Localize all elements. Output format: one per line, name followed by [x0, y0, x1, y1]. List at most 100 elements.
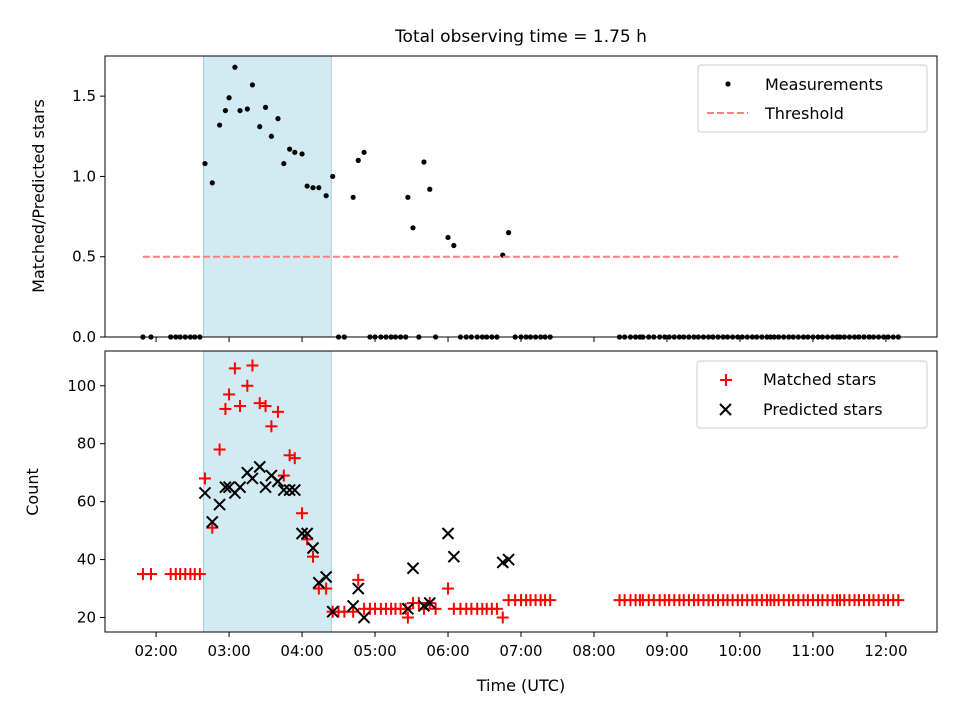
- matched-star-point: [307, 550, 319, 563]
- matched-star-point: [283, 449, 296, 462]
- legend-predicted-marker: [719, 403, 732, 416]
- top-legend-box: [697, 64, 928, 133]
- matched-star-point: [277, 469, 290, 482]
- matched-star-point: [412, 597, 425, 610]
- top-y-tick-label: 0.0: [72, 328, 96, 346]
- matched-star-point: [234, 400, 247, 413]
- predicted-star-point: [271, 475, 285, 488]
- measurement-point: [316, 185, 322, 191]
- predicted-star-point: [326, 605, 339, 618]
- measurement-point: [249, 82, 256, 88]
- measurement-point: [268, 133, 274, 139]
- predicted-star-point: [288, 483, 301, 497]
- matched-star-point: [271, 405, 284, 418]
- matched-star-point: [259, 400, 272, 413]
- measurement-point: [445, 234, 451, 241]
- legend-measurements-marker: [725, 81, 731, 87]
- bot-x-tick-label: 05:00: [353, 642, 396, 660]
- predicted-star-point: [406, 562, 420, 575]
- matched-star-point: [144, 568, 157, 581]
- predicted-star-point: [357, 611, 371, 624]
- matched-star-point: [320, 582, 333, 595]
- bot-x-tick-label: 08:00: [572, 642, 615, 660]
- matched-star-point: [442, 582, 455, 595]
- bot-x-tick-label: 07:00: [499, 642, 542, 660]
- measurement-point: [226, 95, 232, 101]
- measurement-point: [262, 104, 269, 110]
- bottom-x-axis: 02:00 03:00 04:00 05:00 06:00 07:00 08:00 09:00…: [134, 632, 908, 660]
- matched-star-point: [223, 388, 236, 401]
- measurement-point: [410, 225, 416, 231]
- measurement-point: [216, 122, 223, 128]
- measurement-point: [355, 157, 361, 163]
- figure-title: Total observing time = 1.75 h: [394, 27, 647, 47]
- matched-star-point: [544, 594, 557, 607]
- measurement-point: [304, 183, 310, 189]
- matched-star-point: [288, 452, 301, 465]
- matched-star-point: [347, 605, 360, 618]
- matched-star-point: [296, 507, 309, 520]
- measurement-point: [292, 149, 298, 155]
- matched-star-point: [352, 573, 365, 586]
- bot-x-tick-label: 12:00: [864, 642, 907, 660]
- measurement-point: [244, 106, 250, 112]
- top-y-axis-label: Matched/Predicted stars: [29, 99, 48, 293]
- bot-x-tick-label: 04:00: [280, 642, 323, 660]
- measurement-point: [202, 160, 208, 167]
- measurement-point: [361, 149, 367, 155]
- predicted-star-point: [246, 472, 259, 485]
- top-panel: 0.0 0.5 1.0 1.5 Matched/Predicted stars Mea…: [29, 55, 938, 346]
- matched-star-point: [496, 611, 509, 624]
- bot-x-tick-label: 06:00: [426, 642, 469, 660]
- matched-star-point: [193, 568, 206, 581]
- matched-star-point: [198, 472, 211, 485]
- top-y-tick-label: 1.0: [72, 167, 96, 185]
- predicted-star-point: [233, 480, 247, 494]
- measurement-point: [222, 107, 229, 114]
- measurement-point: [299, 151, 305, 157]
- matched-star-point: [490, 602, 503, 615]
- top-x-axis: [155, 337, 887, 342]
- measurement-point: [287, 146, 293, 152]
- measurement-point: [330, 173, 336, 180]
- matched-star-point: [429, 602, 442, 615]
- predicted-star-point: [213, 498, 226, 511]
- measurement-point: [281, 160, 287, 167]
- measurement-point: [237, 107, 243, 114]
- legend-measurements-label: Measurements: [765, 75, 883, 94]
- bot-y-tick-label: 60: [77, 493, 96, 511]
- matched-star-point: [241, 379, 254, 392]
- measurement-point: [275, 116, 281, 122]
- bottom-legend-box: [696, 360, 928, 429]
- bot-x-tick-label: 10:00: [718, 642, 761, 660]
- bottom-highlight-span: [203, 350, 332, 633]
- measurement-point: [323, 193, 329, 199]
- bot-y-tick-label: 20: [77, 609, 96, 627]
- predicted-star-point: [423, 596, 436, 610]
- top-y-tick-label: 1.5: [72, 87, 96, 105]
- top-y-tick-label: 0.5: [72, 248, 96, 266]
- predicted-star-point: [312, 576, 326, 589]
- measurement-point: [257, 124, 263, 130]
- legend-matched-marker: [720, 374, 732, 386]
- bottom-y-axis-label: Count: [23, 468, 42, 516]
- predicted-star-point: [219, 480, 232, 494]
- bot-y-tick-label: 80: [77, 435, 96, 453]
- bot-x-tick-label: 11:00: [791, 642, 834, 660]
- bottom-plot-marks: [136, 359, 905, 624]
- predicted-star-point: [502, 553, 515, 566]
- measurement-point: [451, 242, 457, 249]
- bot-x-tick-label: 09:00: [645, 642, 688, 660]
- matched-star-point: [206, 521, 219, 534]
- predicted-star-point: [253, 460, 266, 474]
- matched-star-point: [219, 402, 232, 415]
- matched-star-point: [228, 362, 241, 375]
- predicted-star-point: [441, 527, 455, 540]
- bot-y-tick-label: 100: [67, 377, 96, 395]
- legend-threshold-label: Threshold: [764, 104, 844, 123]
- matched-star-point: [265, 420, 278, 433]
- predicted-star-point: [352, 582, 365, 595]
- predicted-star-point: [206, 515, 219, 529]
- bot-x-tick-label: 03:00: [207, 642, 250, 660]
